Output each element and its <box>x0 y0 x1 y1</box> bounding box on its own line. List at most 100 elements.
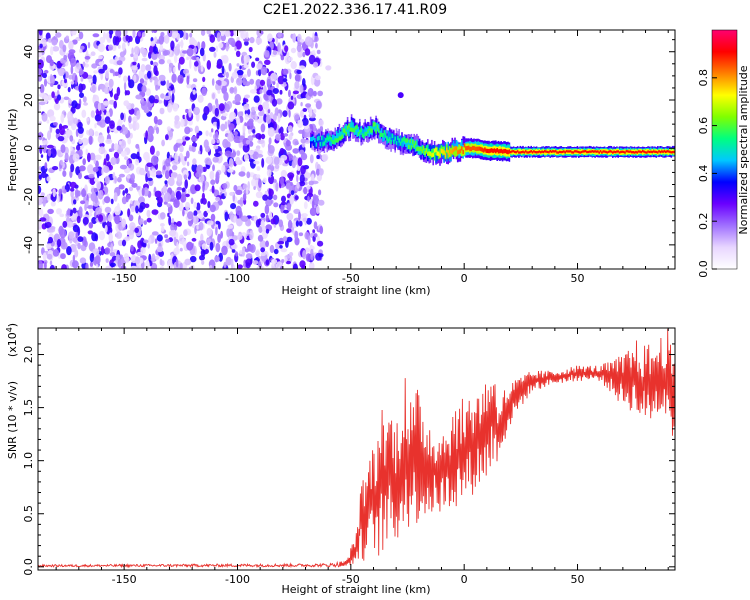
noise-blob <box>247 181 250 191</box>
noise-blob <box>136 186 141 191</box>
noise-blob <box>262 225 266 232</box>
noise-blob <box>113 151 120 159</box>
trace-cell <box>369 128 372 133</box>
noise-blob <box>86 205 94 209</box>
noise-blob <box>254 106 259 111</box>
noise-blob <box>79 165 86 172</box>
noise-blob <box>109 99 115 105</box>
noise-blob <box>236 69 244 76</box>
noise-blob <box>284 256 288 263</box>
noise-blob <box>201 243 207 251</box>
noise-blob <box>213 145 219 150</box>
noise-blob <box>247 128 252 135</box>
trace-cell <box>401 139 403 148</box>
noise-blob <box>265 228 270 234</box>
noise-blob <box>321 153 329 162</box>
noise-blob <box>297 119 304 128</box>
trace-cell <box>451 145 454 154</box>
noise-blob <box>248 141 254 147</box>
noise-blob <box>191 146 196 153</box>
trace-cell <box>656 151 659 154</box>
noise-blob <box>284 45 289 53</box>
noise-blob <box>44 162 48 170</box>
noise-blob <box>130 103 135 109</box>
noise-blob <box>189 255 197 263</box>
noise-blob <box>178 234 185 245</box>
noise-blob <box>88 135 93 146</box>
noise-blob <box>66 221 74 228</box>
noise-blob <box>85 262 89 269</box>
noise-blob <box>228 238 235 246</box>
noise-blob <box>115 231 123 239</box>
snr-y-axis-label: SNR (10 * v/v) <box>6 381 19 459</box>
y-tick-label: 0.0 <box>22 558 35 576</box>
noise-blob <box>118 140 122 145</box>
noise-blob <box>316 49 321 55</box>
trace-cell <box>496 148 498 153</box>
noise-blob <box>91 85 96 93</box>
noise-blob <box>46 253 53 260</box>
trace-cell <box>461 147 463 157</box>
noise-blob <box>147 237 152 245</box>
noise-blob <box>152 30 158 34</box>
noise-blob <box>110 243 114 253</box>
noise-blob <box>49 115 56 122</box>
noise-blob <box>139 78 145 84</box>
noise-blob <box>102 100 110 106</box>
noise-blob <box>296 174 299 183</box>
noise-blob <box>315 100 322 110</box>
snr-x-ticks: -150 -100 -50 0 50 <box>55 328 669 586</box>
trace-cell <box>530 150 532 153</box>
noise-blob <box>85 200 89 208</box>
noise-blob <box>39 92 46 98</box>
noise-blob <box>185 193 190 198</box>
trace-cell <box>609 150 611 153</box>
noise-blob <box>228 62 232 72</box>
noise-blob <box>151 30 154 34</box>
noise-blob <box>130 53 134 58</box>
noise-blob <box>166 126 171 131</box>
noise-blob <box>169 230 177 237</box>
noise-blob <box>131 47 134 55</box>
trace-cell <box>473 145 475 151</box>
trace-cell <box>662 150 664 153</box>
noise-blob <box>287 125 293 133</box>
noise-blob <box>231 249 236 253</box>
trace-cell <box>326 135 328 140</box>
noise-blob <box>233 215 237 224</box>
noise-blob <box>273 156 280 166</box>
noise-blob <box>255 133 262 140</box>
trace-cell <box>450 149 452 154</box>
trace-cell <box>371 119 373 133</box>
noise-blob <box>236 218 243 227</box>
noise-blob <box>87 152 91 163</box>
noise-blob <box>108 44 114 51</box>
noise-blob <box>215 171 220 182</box>
noise-blob <box>112 70 116 77</box>
noise-blob <box>159 44 164 51</box>
noise-blob <box>38 226 42 230</box>
noise-blob <box>192 78 198 83</box>
noise-blob <box>212 93 215 100</box>
trace-cell <box>556 151 558 154</box>
noise-blob <box>82 61 86 67</box>
trace-cell <box>594 150 596 153</box>
heatmap-x-ticks: -150 -100 -50 0 50 <box>55 30 669 285</box>
noise-blob <box>171 172 178 177</box>
noise-blob <box>240 30 247 40</box>
noise-blob <box>205 130 209 137</box>
noise-blob <box>292 148 300 154</box>
noise-blob <box>257 234 264 242</box>
snr-y-ticks: 0.0 0.5 1.0 1.5 2.0 <box>22 343 675 576</box>
trace-cell <box>471 145 474 150</box>
noise-blob <box>196 202 201 211</box>
noise-blob <box>46 119 50 124</box>
trace-cell <box>666 150 668 153</box>
trace-cell <box>572 151 575 154</box>
noise-blob <box>154 36 158 43</box>
trace-cell <box>363 134 365 139</box>
noise-blob <box>76 144 81 151</box>
trace-cell <box>364 131 366 136</box>
noise-blob <box>236 150 241 157</box>
noise-blob <box>206 227 212 237</box>
